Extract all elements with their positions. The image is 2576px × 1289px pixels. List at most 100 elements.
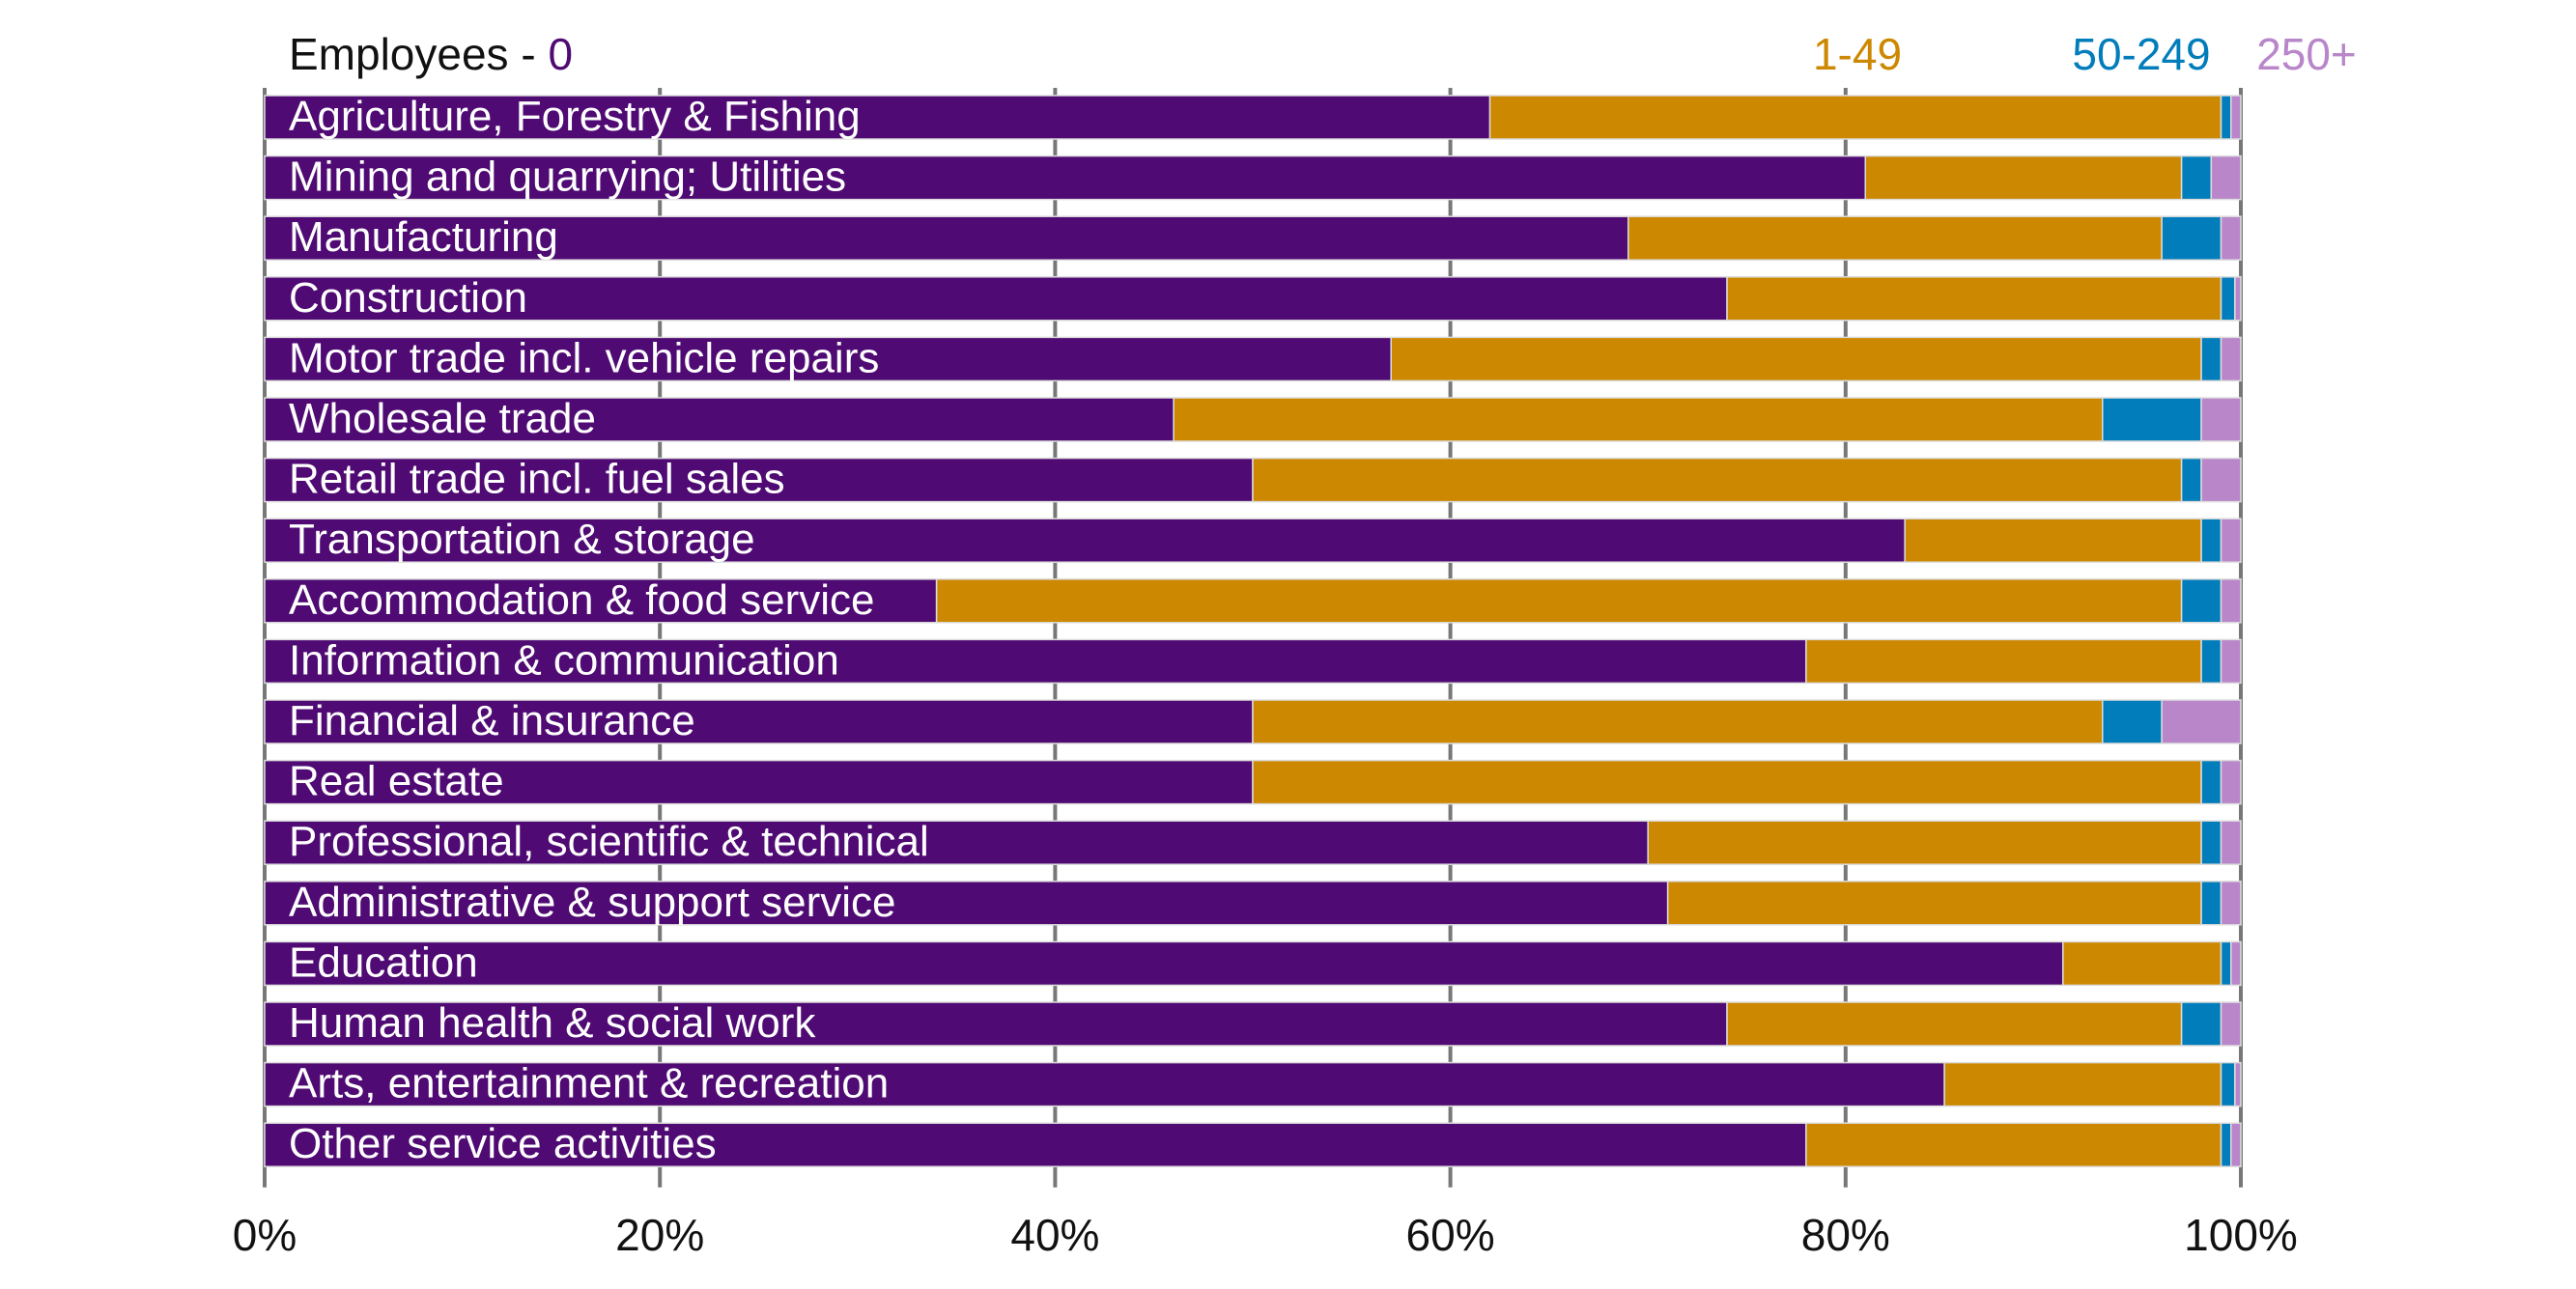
x-tick-label: 100% <box>2184 1210 2298 1260</box>
bar-segment-250-plus <box>2220 1001 2242 1047</box>
bar-segment-1-49 <box>1627 215 2163 261</box>
bar-segment-1-49 <box>935 578 2183 624</box>
x-tick-label: 0% <box>233 1210 297 1260</box>
bar-segment-1-49 <box>1805 638 2202 685</box>
category-label: Other service activities <box>289 1120 717 1167</box>
bar-segment-50-249 <box>2180 1001 2222 1047</box>
bar-segment-1-49 <box>1252 759 2202 805</box>
bar-segment-50-249 <box>2200 336 2222 382</box>
category-label: Administrative & support service <box>289 879 895 926</box>
bar-segment-250-plus <box>2161 699 2242 744</box>
bar-segment-50-249 <box>2180 457 2202 503</box>
bar-segment-50-249 <box>2200 518 2222 563</box>
bar-segment-50-249 <box>2102 699 2163 744</box>
bar-segment-0 <box>264 820 1649 865</box>
category-label: Retail trade incl. fuel sales <box>289 456 785 503</box>
bar-segment-0 <box>264 638 1807 685</box>
bar-segment-1-49 <box>1647 820 2202 865</box>
bar-segment-250-plus <box>2200 457 2242 503</box>
x-tick-label: 40% <box>1010 1210 1099 1260</box>
bar-segment-1-49 <box>1252 457 2183 503</box>
bar-segment-1-49 <box>1390 336 2202 382</box>
bar-segment-50-249 <box>2220 940 2232 987</box>
bar-segment-50-249 <box>2220 1122 2232 1167</box>
category-label: Construction <box>289 274 527 322</box>
bar-segment-250-plus <box>2220 518 2242 563</box>
x-tick-label: 20% <box>615 1210 704 1260</box>
bar-segment-0 <box>264 1061 1945 1107</box>
bar-segment-1-49 <box>1488 95 2222 140</box>
bar-segment-1-49 <box>1726 276 2222 322</box>
bar-segment-250-plus <box>2230 1122 2242 1167</box>
bar-segment-250-plus <box>2220 759 2242 805</box>
bar-segment-1-49 <box>1904 518 2202 563</box>
bar-segment-50-249 <box>2220 1061 2236 1107</box>
bar-segment-1-49 <box>1726 1001 2183 1047</box>
bars <box>264 95 2242 1167</box>
bar-segment-50-249 <box>2180 578 2222 624</box>
x-tick-label: 60% <box>1406 1210 1495 1260</box>
bar-segment-50-249 <box>2200 759 2222 805</box>
category-label: Transportation & storage <box>289 516 755 563</box>
bar-segment-250-plus <box>2234 1061 2242 1107</box>
bar-segment-0 <box>264 95 1491 140</box>
bar-segment-250-plus <box>2220 336 2242 382</box>
bar-segment-50-249 <box>2220 276 2236 322</box>
category-labels: Agriculture, Forestry & Fishing Mining an… <box>289 93 929 1167</box>
category-label: Professional, scientific & technical <box>289 818 929 865</box>
bar-segment-0 <box>264 759 1254 805</box>
bar-segment-0 <box>264 518 1906 563</box>
bar-segment-1-49 <box>1252 699 2104 744</box>
category-label: Education <box>289 939 478 986</box>
legend: Employees - 0 1-49 50-249 250+ <box>289 29 2357 79</box>
bar-segment-50-249 <box>2180 154 2213 201</box>
bar-segment-50-249 <box>2220 95 2232 140</box>
category-label: Wholesale trade <box>289 395 596 442</box>
bar-segment-1-49 <box>1805 1122 2222 1167</box>
bar-segment-250-plus <box>2220 820 2242 865</box>
bar-segment-250-plus <box>2220 578 2242 624</box>
category-label: Manufacturing <box>289 213 558 261</box>
x-tick-label: 80% <box>1801 1210 1890 1260</box>
bar-segment-50-249 <box>2200 638 2222 685</box>
bar-segment-0 <box>264 397 1175 442</box>
bar-segment-50-249 <box>2200 820 2222 865</box>
bar-segment-1-49 <box>1864 154 2183 201</box>
bar-segment-0 <box>264 1122 1807 1167</box>
category-label: Mining and quarrying; Utilities <box>289 154 846 201</box>
bar-segment-50-249 <box>2102 397 2202 442</box>
x-axis-ticks: 0% 20% 40% 60% 80% 100% <box>233 1210 2298 1260</box>
bar-segment-0 <box>264 1001 1728 1047</box>
category-label: Information & communication <box>289 636 839 684</box>
bar-segment-250-plus <box>2210 154 2242 201</box>
bar-segment-250-plus <box>2234 276 2242 322</box>
bar-segment-0 <box>264 940 2064 987</box>
bar-segment-1-49 <box>2062 940 2222 987</box>
category-label: Arts, entertainment & recreation <box>289 1060 889 1107</box>
bar-segment-250-plus <box>2230 95 2242 140</box>
category-label: Motor trade incl. vehicle repairs <box>289 334 879 381</box>
bar-segment-0 <box>264 578 938 624</box>
legend-label-50-249: 50-249 <box>2072 29 2210 79</box>
bar-segment-250-plus <box>2220 215 2242 261</box>
legend-entry-0: Employees - 0 <box>289 29 573 79</box>
legend-label-250-plus: 250+ <box>2256 29 2357 79</box>
legend-prefix: Employees - <box>289 29 548 79</box>
legend-label-0: 0 <box>548 29 573 79</box>
bar-segment-1-49 <box>1943 1061 2222 1107</box>
bar-segment-250-plus <box>2220 638 2242 685</box>
bar-segment-0 <box>264 276 1728 322</box>
bar-segment-50-249 <box>2200 881 2222 926</box>
bar-segment-1-49 <box>1666 881 2202 926</box>
category-label: Accommodation & food service <box>289 576 875 624</box>
legend-label-1-49: 1-49 <box>1813 29 1902 79</box>
bar-segment-250-plus <box>2230 940 2242 987</box>
category-label: Human health & social work <box>289 999 816 1047</box>
category-label: Financial & insurance <box>289 697 695 744</box>
bar-segment-1-49 <box>1173 397 2104 442</box>
bar-segment-250-plus <box>2200 397 2242 442</box>
category-label: Agriculture, Forestry & Fishing <box>289 93 861 140</box>
bar-segment-250-plus <box>2220 881 2242 926</box>
bar-segment-0 <box>264 457 1254 503</box>
